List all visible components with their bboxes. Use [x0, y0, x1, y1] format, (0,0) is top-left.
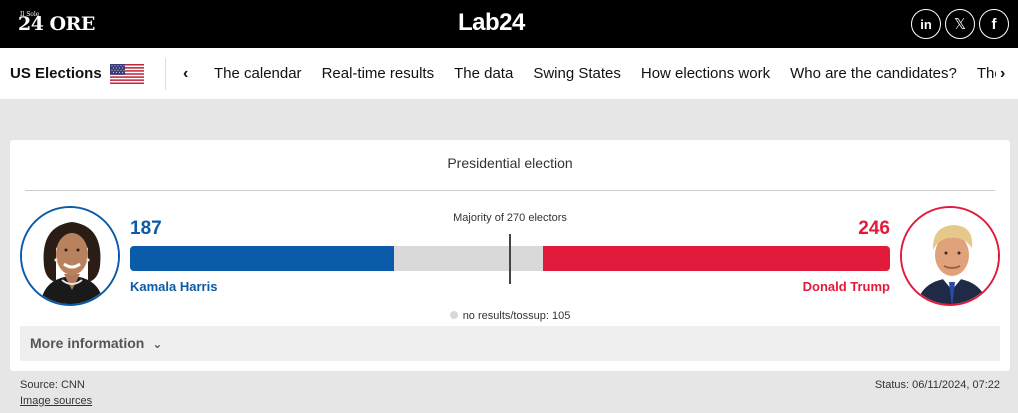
section-nav: US Elections ‹ The calendar Real-time re…	[0, 48, 1018, 100]
majority-label: Majority of 270 electors	[453, 212, 567, 224]
bar-segment-trump	[542, 246, 890, 271]
nav-title[interactable]: US Elections	[10, 65, 102, 82]
publisher-logo-small: Il Sole	[20, 11, 40, 18]
nav-item-candidates[interactable]: Who are the candidates?	[790, 65, 957, 82]
majority-marker	[509, 234, 511, 284]
lab24-logo[interactable]: Lab24	[458, 9, 525, 37]
nav-items: The calendar Real-time results The data …	[214, 48, 1018, 99]
nav-item-data[interactable]: The data	[454, 65, 514, 82]
nav-next-button[interactable]: ›	[996, 48, 1006, 99]
trump-name: Donald Trump	[802, 279, 890, 294]
harris-avatar	[20, 206, 120, 306]
facebook-icon[interactable]: f	[979, 9, 1009, 39]
tossup-legend: no results/tossup: 105	[10, 310, 1010, 322]
trump-avatar	[900, 206, 1000, 306]
tossup-dot-icon	[449, 311, 458, 319]
card-title: Presidential election	[447, 155, 573, 171]
bar-segment-harris	[130, 246, 395, 271]
nav-prev-button[interactable]: ‹	[183, 65, 189, 82]
more-information-label: More information	[30, 335, 145, 351]
chevron-down-icon: ⌄	[152, 337, 163, 351]
trump-votes: 246	[858, 218, 890, 239]
nav-item-calendar[interactable]: The calendar	[214, 65, 302, 82]
nav-item-swing-states[interactable]: Swing States	[533, 65, 621, 82]
tossup-label: no results/tossup: 105	[462, 310, 571, 322]
us-flag-icon	[110, 64, 144, 84]
card-divider	[25, 190, 995, 191]
top-bar: Il Sole 24 ORE Lab24 in 𝕏 f	[0, 0, 1018, 48]
lab24-logo-text: Lab2	[458, 9, 513, 36]
x-icon[interactable]: 𝕏	[945, 9, 975, 39]
publisher-logo[interactable]: Il Sole 24 ORE	[18, 11, 95, 36]
status-timestamp: Status: 06/11/2024, 07:22	[874, 379, 1000, 391]
nav-item-real-time-results[interactable]: Real-time results	[321, 65, 435, 82]
lab24-logo-digit: 4	[512, 9, 525, 36]
harris-name: Kamala Harris	[130, 279, 218, 294]
image-sources-link[interactable]: Image sources	[20, 395, 93, 407]
nav-item-how-elections-work[interactable]: How elections work	[640, 65, 771, 82]
results-card: Presidential election	[10, 140, 1010, 371]
nav-divider	[165, 58, 166, 90]
publisher-logo-text: 24 ORE	[18, 13, 95, 35]
linkedin-icon[interactable]: in	[911, 9, 941, 39]
harris-votes: 187	[130, 218, 162, 239]
source-text: Source: CNN	[20, 379, 85, 391]
more-information-toggle[interactable]: More information ⌄	[20, 326, 1000, 361]
